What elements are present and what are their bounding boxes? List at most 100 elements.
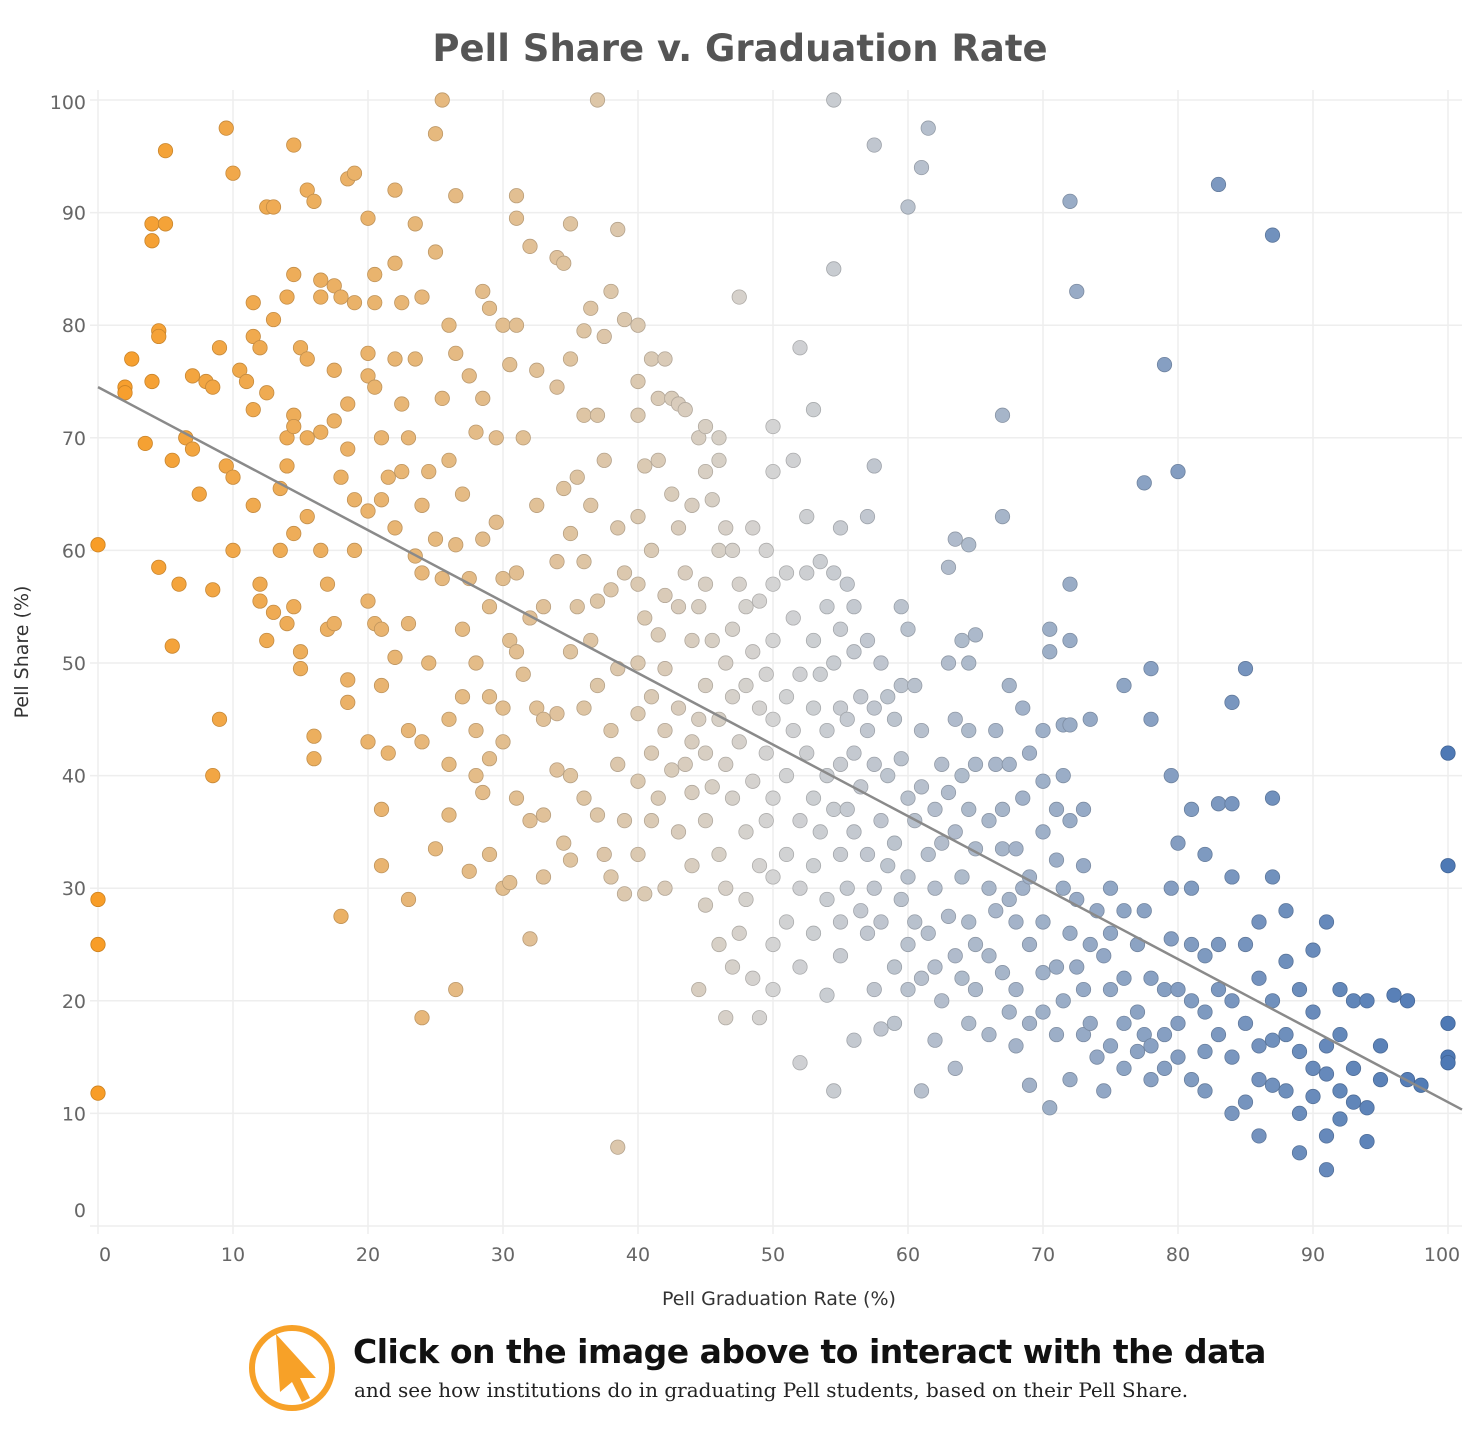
data-point[interactable]	[657, 661, 673, 677]
data-point[interactable]	[711, 936, 727, 953]
data-point[interactable]	[643, 351, 660, 367]
data-point[interactable]	[1210, 796, 1227, 812]
data-point[interactable]	[920, 120, 936, 136]
data-point[interactable]	[313, 272, 329, 288]
data-point[interactable]	[1345, 993, 1362, 1009]
data-point[interactable]	[927, 880, 943, 896]
data-point[interactable]	[900, 936, 916, 953]
data-point[interactable]	[994, 841, 1011, 857]
data-point[interactable]	[1116, 970, 1132, 986]
data-point[interactable]	[947, 711, 963, 727]
data-point[interactable]	[981, 948, 997, 964]
data-point[interactable]	[981, 813, 997, 829]
data-point[interactable]	[630, 706, 646, 722]
data-point[interactable]	[1197, 1004, 1213, 1020]
data-point[interactable]	[765, 711, 781, 727]
data-point[interactable]	[468, 424, 484, 440]
data-point[interactable]	[758, 666, 774, 682]
data-point[interactable]	[643, 689, 660, 705]
data-point[interactable]	[1305, 1088, 1321, 1105]
data-point[interactable]	[832, 756, 849, 772]
data-point[interactable]	[758, 745, 774, 761]
data-point[interactable]	[164, 452, 180, 468]
data-point[interactable]	[522, 931, 538, 947]
data-point[interactable]	[1332, 1111, 1348, 1127]
data-point[interactable]	[1096, 1083, 1112, 1099]
data-point[interactable]	[697, 576, 714, 592]
data-point[interactable]	[238, 373, 255, 390]
data-point[interactable]	[1291, 1145, 1308, 1161]
data-point[interactable]	[596, 452, 612, 468]
data-point[interactable]	[225, 542, 241, 559]
data-point[interactable]	[670, 599, 687, 615]
data-point[interactable]	[967, 627, 984, 643]
data-point[interactable]	[819, 722, 835, 739]
data-point[interactable]	[1008, 914, 1024, 930]
data-point[interactable]	[758, 542, 774, 559]
data-point[interactable]	[1332, 1083, 1348, 1099]
data-point[interactable]	[1291, 1105, 1308, 1122]
data-point[interactable]	[434, 390, 450, 406]
data-point[interactable]	[691, 711, 707, 727]
data-point[interactable]	[441, 711, 457, 727]
data-point[interactable]	[1042, 621, 1058, 637]
data-point[interactable]	[778, 767, 795, 784]
data-point[interactable]	[1318, 1066, 1335, 1082]
data-point[interactable]	[981, 1026, 997, 1043]
data-point[interactable]	[117, 385, 133, 401]
data-point[interactable]	[684, 784, 700, 801]
data-point[interactable]	[751, 700, 768, 716]
data-point[interactable]	[434, 92, 450, 108]
data-point[interactable]	[873, 1021, 889, 1037]
data-point[interactable]	[1224, 1105, 1240, 1122]
data-point[interactable]	[475, 390, 491, 406]
data-point[interactable]	[704, 779, 720, 795]
data-point[interactable]	[650, 390, 666, 406]
data-point[interactable]	[1197, 846, 1213, 863]
data-point[interactable]	[1062, 813, 1078, 829]
data-point[interactable]	[684, 497, 700, 513]
data-point[interactable]	[272, 542, 288, 559]
data-point[interactable]	[866, 981, 882, 998]
data-point[interactable]	[1035, 722, 1051, 739]
data-point[interactable]	[1096, 948, 1112, 964]
data-point[interactable]	[529, 700, 545, 716]
data-point[interactable]	[562, 216, 579, 232]
data-point[interactable]	[589, 593, 606, 609]
data-point[interactable]	[853, 903, 869, 919]
data-point[interactable]	[326, 362, 342, 378]
data-point[interactable]	[400, 430, 417, 446]
data-point[interactable]	[569, 469, 585, 485]
data-point[interactable]	[907, 677, 923, 694]
data-point[interactable]	[630, 576, 646, 592]
data-point[interactable]	[1264, 1032, 1281, 1048]
data-point[interactable]	[164, 638, 180, 654]
data-point[interactable]	[947, 824, 963, 840]
data-point[interactable]	[400, 722, 417, 739]
data-point[interactable]	[299, 509, 315, 525]
data-point[interactable]	[205, 767, 221, 784]
data-point[interactable]	[340, 672, 356, 688]
data-point[interactable]	[583, 300, 599, 316]
data-point[interactable]	[1237, 661, 1254, 677]
data-point[interactable]	[603, 283, 619, 300]
data-point[interactable]	[731, 925, 747, 941]
data-point[interactable]	[1278, 903, 1294, 919]
data-point[interactable]	[792, 1055, 808, 1071]
data-point[interactable]	[724, 621, 741, 637]
data-point[interactable]	[718, 880, 734, 896]
data-point[interactable]	[326, 413, 342, 429]
data-point[interactable]	[785, 722, 801, 739]
data-point[interactable]	[967, 936, 984, 953]
data-point[interactable]	[913, 970, 930, 986]
data-point[interactable]	[1197, 1083, 1213, 1099]
data-point[interactable]	[184, 441, 201, 457]
data-point[interactable]	[1291, 981, 1308, 998]
data-point[interactable]	[414, 734, 430, 750]
data-point[interactable]	[940, 655, 957, 671]
data-point[interactable]	[1318, 1162, 1335, 1178]
data-point[interactable]	[873, 914, 889, 930]
data-point[interactable]	[252, 340, 268, 356]
data-point[interactable]	[1055, 767, 1071, 784]
data-point[interactable]	[880, 689, 896, 705]
